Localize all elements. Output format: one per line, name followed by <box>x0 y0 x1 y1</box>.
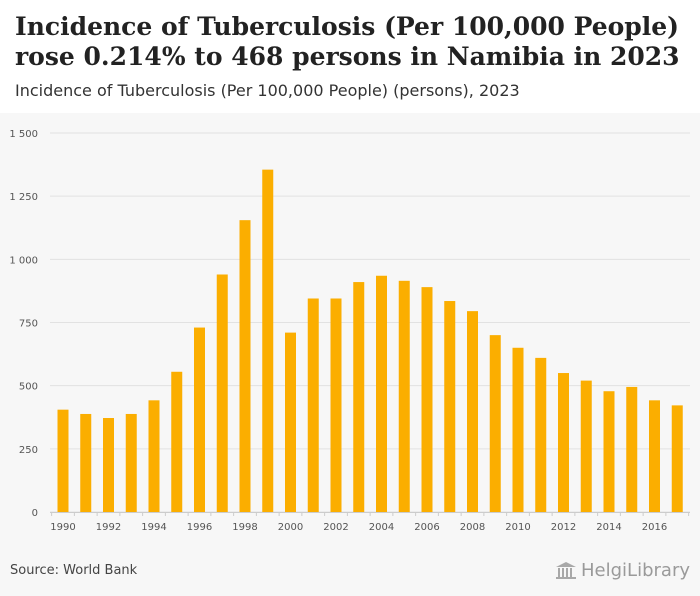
logo-text: HelgiLibrary <box>581 560 690 581</box>
bar <box>148 400 160 512</box>
bar <box>535 357 547 512</box>
bar <box>580 380 592 512</box>
library-building-icon <box>556 561 577 579</box>
source-note: Source: World Bank <box>10 563 138 578</box>
chart-subtitle: Incidence of Tuberculosis (Per 100,000 P… <box>15 81 520 100</box>
x-tick-label: 1994 <box>141 522 166 533</box>
bar <box>216 274 228 512</box>
bar <box>626 386 638 512</box>
bar <box>671 405 683 512</box>
bar <box>285 332 296 512</box>
bar <box>558 373 569 512</box>
bar <box>125 413 137 512</box>
y-tick-label: 0 <box>32 508 38 519</box>
bar <box>398 280 410 512</box>
x-tick-label: 2014 <box>596 522 621 533</box>
bar <box>262 169 274 512</box>
bar <box>467 311 478 512</box>
x-tick-label: 1990 <box>50 522 75 533</box>
x-tick-label: 2012 <box>551 522 576 533</box>
x-tick-label: 2010 <box>505 522 530 533</box>
x-tick-label: 2008 <box>460 522 485 533</box>
bar <box>171 371 183 512</box>
y-tick-label: 250 <box>19 445 38 456</box>
bar <box>376 275 387 512</box>
bar <box>603 391 615 512</box>
y-tick-label: 750 <box>19 319 38 330</box>
bar <box>57 409 69 512</box>
bar <box>444 301 456 512</box>
bar <box>307 298 319 512</box>
y-tick-label: 1 000 <box>9 255 38 266</box>
bar <box>103 418 114 512</box>
bar <box>80 413 92 512</box>
bar <box>512 347 524 512</box>
helgi-library-logo: HelgiLibrary <box>555 560 690 581</box>
x-tick-label: 2004 <box>369 522 394 533</box>
y-tick-label: 1 500 <box>9 129 38 140</box>
plot-background <box>0 113 700 596</box>
x-tick-label: 1996 <box>187 522 212 533</box>
bar <box>649 400 660 512</box>
x-tick-label: 2006 <box>414 522 439 533</box>
x-tick-label: 1998 <box>232 522 257 533</box>
bar-chart: 0 250 500 750 1 000 1 250 1 500 1990 1992 1994 199… <box>9 129 690 533</box>
y-tick-label: 500 <box>19 382 38 393</box>
bar <box>239 220 251 513</box>
x-tick-label: 2000 <box>278 522 303 533</box>
bar <box>353 282 365 512</box>
bar <box>330 298 342 512</box>
bar <box>194 327 205 512</box>
x-tick-label: 2002 <box>323 522 348 533</box>
y-tick-label: 1 250 <box>9 192 38 203</box>
bar <box>489 335 501 512</box>
bar <box>421 287 433 512</box>
x-tick-label: 1992 <box>96 522 121 533</box>
chart-title: Incidence of Tuberculosis (Per 100,000 P… <box>15 12 680 71</box>
x-tick-label: 2016 <box>642 522 667 533</box>
